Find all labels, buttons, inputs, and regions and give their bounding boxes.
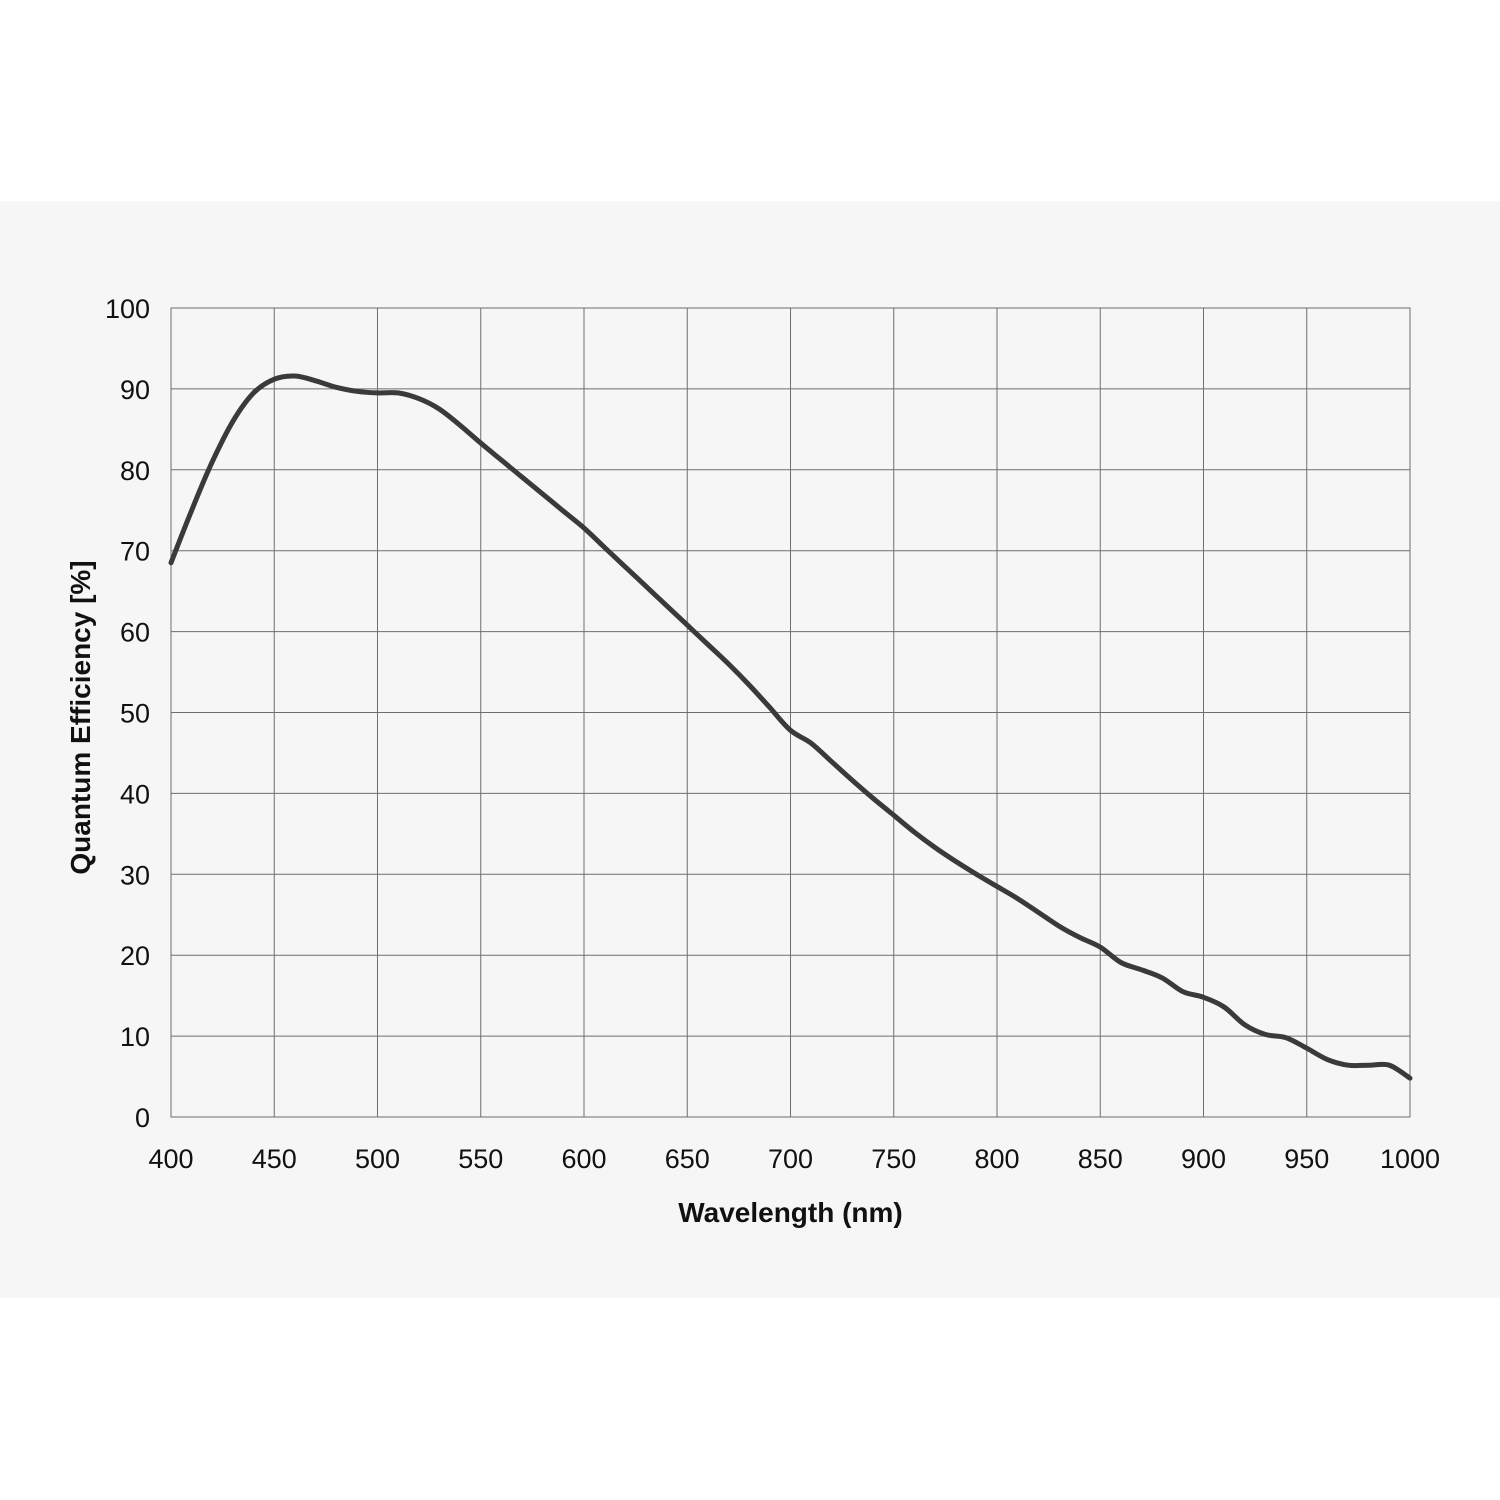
y-tick-label: 40 bbox=[120, 779, 150, 809]
x-axis-tick-labels: 400 450 500 550 600 650 700 750 800 850 900 950 1000 bbox=[148, 1144, 1440, 1174]
chart-panel bbox=[0, 201, 1500, 1298]
x-tick-label: 450 bbox=[252, 1144, 297, 1174]
y-tick-label: 90 bbox=[120, 375, 150, 405]
y-tick-label: 80 bbox=[120, 456, 150, 486]
y-tick-label: 0 bbox=[135, 1103, 150, 1133]
y-tick-label: 30 bbox=[120, 860, 150, 890]
x-tick-label: 900 bbox=[1181, 1144, 1226, 1174]
y-tick-label: 20 bbox=[120, 941, 150, 971]
x-tick-label: 500 bbox=[355, 1144, 400, 1174]
x-tick-label: 950 bbox=[1284, 1144, 1329, 1174]
y-tick-label: 60 bbox=[120, 618, 150, 648]
x-tick-label: 750 bbox=[871, 1144, 916, 1174]
y-tick-label: 10 bbox=[120, 1022, 150, 1052]
chart-grid bbox=[170, 307, 1411, 1118]
x-tick-label: 600 bbox=[561, 1144, 606, 1174]
x-axis-title: Wavelength (nm) bbox=[678, 1197, 903, 1228]
y-tick-label: 70 bbox=[120, 537, 150, 567]
y-axis-title: Quantum Efficiency [%] bbox=[65, 560, 96, 874]
y-tick-label: 100 bbox=[105, 294, 150, 324]
x-tick-label: 700 bbox=[768, 1144, 813, 1174]
x-tick-label: 400 bbox=[148, 1144, 193, 1174]
x-tick-label: 850 bbox=[1078, 1144, 1123, 1174]
plot-area-frame bbox=[170, 307, 1411, 1118]
qe-curve-line bbox=[168, 373, 1413, 1081]
x-tick-label: 1000 bbox=[1380, 1144, 1440, 1174]
x-tick-label: 800 bbox=[974, 1144, 1019, 1174]
x-tick-label: 650 bbox=[665, 1144, 710, 1174]
y-tick-label: 50 bbox=[120, 699, 150, 729]
x-tick-label: 550 bbox=[458, 1144, 503, 1174]
y-axis-tick-labels: 0 10 20 30 40 50 60 70 80 90 100 bbox=[105, 294, 150, 1133]
